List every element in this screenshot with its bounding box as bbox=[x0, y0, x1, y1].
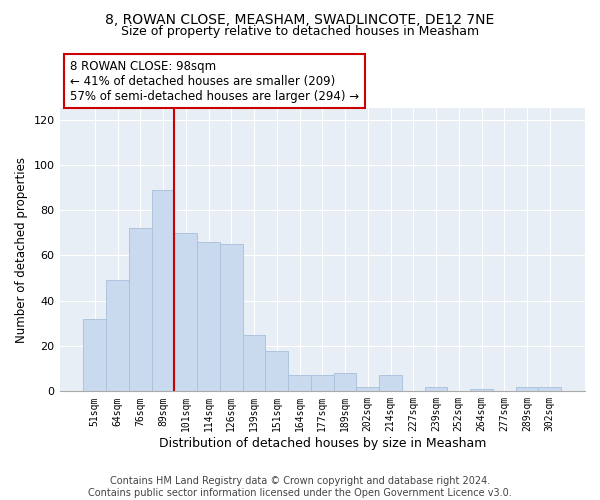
Bar bbox=[83, 319, 106, 392]
Bar bbox=[356, 387, 379, 392]
Text: Size of property relative to detached houses in Measham: Size of property relative to detached ho… bbox=[121, 25, 479, 38]
Bar bbox=[197, 242, 220, 392]
Text: 8 ROWAN CLOSE: 98sqm
← 41% of detached houses are smaller (209)
57% of semi-deta: 8 ROWAN CLOSE: 98sqm ← 41% of detached h… bbox=[70, 60, 359, 102]
Bar bbox=[379, 376, 402, 392]
X-axis label: Distribution of detached houses by size in Measham: Distribution of detached houses by size … bbox=[158, 437, 486, 450]
Bar bbox=[311, 376, 334, 392]
Y-axis label: Number of detached properties: Number of detached properties bbox=[15, 157, 28, 343]
Bar bbox=[152, 190, 175, 392]
Bar bbox=[175, 233, 197, 392]
Bar bbox=[425, 387, 448, 392]
Bar bbox=[220, 244, 242, 392]
Bar bbox=[515, 387, 538, 392]
Bar bbox=[334, 373, 356, 392]
Bar bbox=[288, 376, 311, 392]
Text: Contains HM Land Registry data © Crown copyright and database right 2024.
Contai: Contains HM Land Registry data © Crown c… bbox=[88, 476, 512, 498]
Bar bbox=[106, 280, 129, 392]
Bar bbox=[265, 350, 288, 392]
Bar bbox=[538, 387, 561, 392]
Bar bbox=[242, 334, 265, 392]
Text: 8, ROWAN CLOSE, MEASHAM, SWADLINCOTE, DE12 7NE: 8, ROWAN CLOSE, MEASHAM, SWADLINCOTE, DE… bbox=[106, 12, 494, 26]
Bar bbox=[129, 228, 152, 392]
Bar bbox=[470, 389, 493, 392]
